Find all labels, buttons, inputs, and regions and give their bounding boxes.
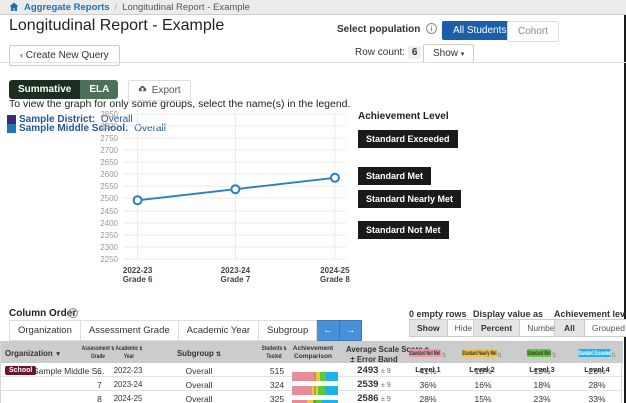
svg-text:Grade 8: Grade 8 xyxy=(320,275,350,284)
svg-text:2024-25: 2024-25 xyxy=(320,266,350,275)
svg-text:2450: 2450 xyxy=(100,207,118,216)
svg-text:2350: 2350 xyxy=(100,231,118,240)
svg-text:2550: 2550 xyxy=(100,182,118,191)
svg-text:2650: 2650 xyxy=(100,158,118,167)
svg-text:2800: 2800 xyxy=(100,122,118,131)
svg-text:2700: 2700 xyxy=(100,146,118,155)
svg-text:2023-24: 2023-24 xyxy=(221,266,251,275)
svg-text:2250: 2250 xyxy=(100,255,118,264)
svg-text:Grade 7: Grade 7 xyxy=(221,275,251,284)
svg-text:2850: 2850 xyxy=(100,110,118,119)
svg-text:Grade 6: Grade 6 xyxy=(123,275,153,284)
svg-text:2022-23: 2022-23 xyxy=(123,266,153,275)
svg-text:2300: 2300 xyxy=(100,243,118,252)
svg-text:2600: 2600 xyxy=(100,170,118,179)
svg-text:2500: 2500 xyxy=(100,194,118,203)
svg-text:2400: 2400 xyxy=(100,219,118,228)
svg-text:2750: 2750 xyxy=(100,134,118,143)
